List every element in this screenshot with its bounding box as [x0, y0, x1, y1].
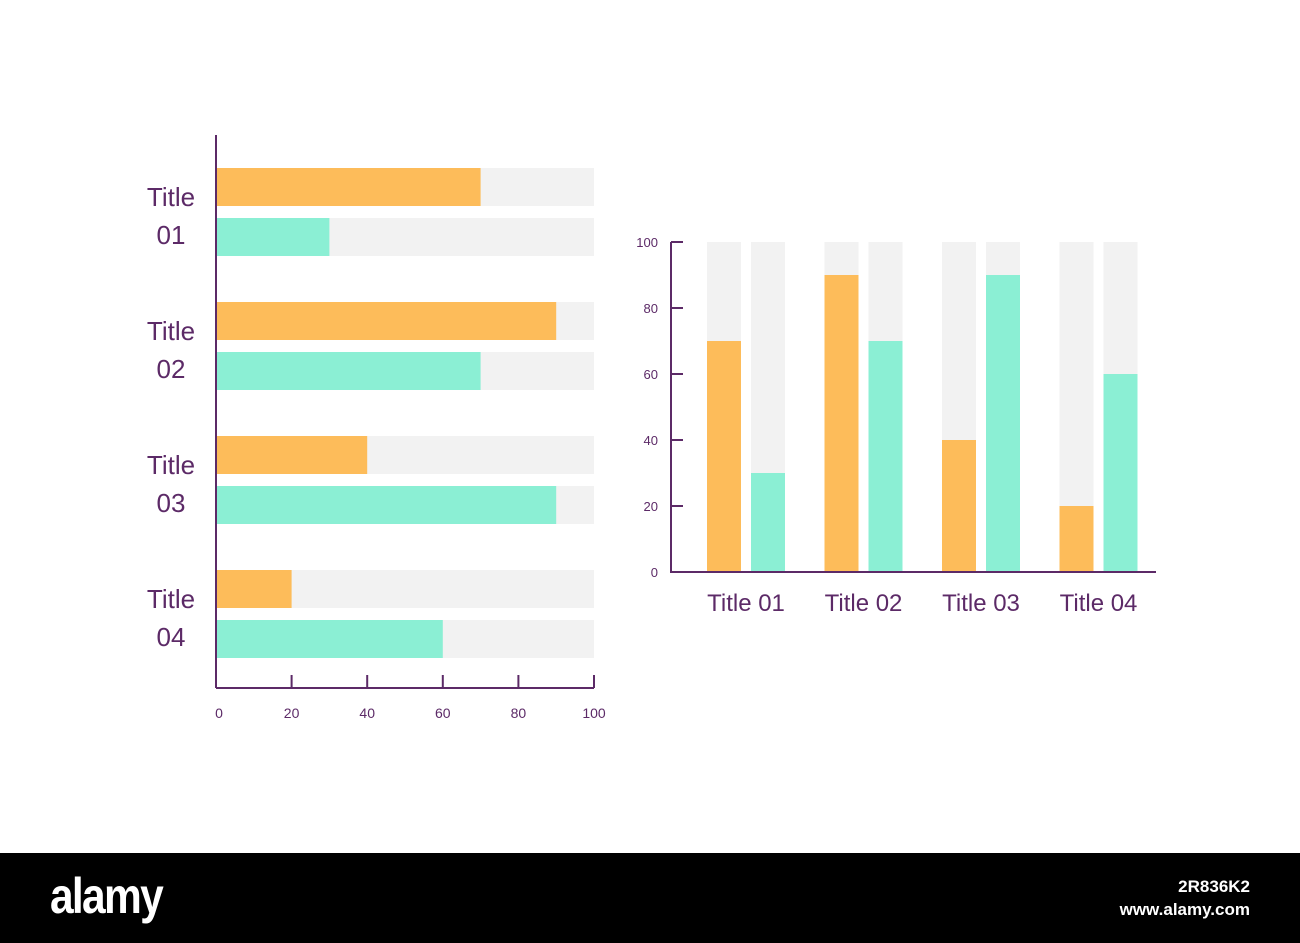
h-category-label-line2: 02: [157, 354, 186, 384]
v-y-tick-label: 60: [644, 367, 658, 382]
h-bar-1-4: [216, 570, 292, 608]
h-bar-1-3: [216, 436, 368, 474]
v-bar-1-3: [942, 440, 976, 572]
h-bar-1-1: [216, 168, 481, 206]
v-category-label: Title 04: [1060, 590, 1138, 617]
h-category-label-line1: Title: [147, 450, 195, 480]
h-bar-1-2: [216, 302, 557, 340]
h-category-label-line2: 03: [157, 488, 186, 518]
h-category-label-line1: Title: [147, 316, 195, 346]
h-bar-2-4: [216, 620, 443, 658]
v-category-label: Title 02: [825, 590, 903, 617]
h-category-label-line2: 01: [157, 220, 186, 250]
h-bar-2-2: [216, 352, 481, 390]
v-bar-2-4: [1103, 374, 1138, 572]
v-y-tick-label: 100: [636, 235, 658, 250]
h-x-tick-label: 80: [511, 705, 527, 721]
v-category-label: Title 01: [707, 590, 785, 617]
h-category-label-line1: Title: [147, 182, 195, 212]
v-y-tick-label: 80: [644, 301, 658, 316]
h-x-tick-label: 20: [284, 705, 300, 721]
h-bar-2-1: [216, 218, 330, 256]
image-id: 2R836K2: [1178, 877, 1250, 896]
v-bar-1-2: [824, 275, 859, 572]
footer-banner: alamy 2R836K2 www.alamy.com: [0, 853, 1300, 943]
alamy-logo: alamy: [50, 868, 164, 924]
h-category-label-line1: Title: [147, 584, 195, 614]
site-url: www.alamy.com: [1119, 900, 1250, 919]
v-y-tick-label: 0: [651, 565, 658, 580]
v-bar-2-2: [868, 341, 903, 572]
v-bar-2-1: [751, 473, 785, 572]
h-x-tick-label: 0: [215, 705, 223, 721]
v-bar-2-3: [986, 275, 1020, 572]
v-category-label: Title 03: [942, 590, 1020, 617]
h-category-label-line2: 04: [157, 622, 186, 652]
h-x-tick-label: 40: [359, 705, 375, 721]
h-x-tick-label: 60: [435, 705, 451, 721]
v-y-tick-label: 20: [644, 499, 658, 514]
v-bar-1-4: [1059, 506, 1094, 572]
v-y-tick-label: 40: [644, 433, 658, 448]
h-bar-2-3: [216, 486, 557, 524]
charts-area: Title 01 Title 02 Title 03 Title 04 0 20 40 60 80 100…: [147, 135, 1156, 721]
h-x-tick-label: 100: [582, 705, 606, 721]
v-bar-1-1: [707, 341, 741, 572]
